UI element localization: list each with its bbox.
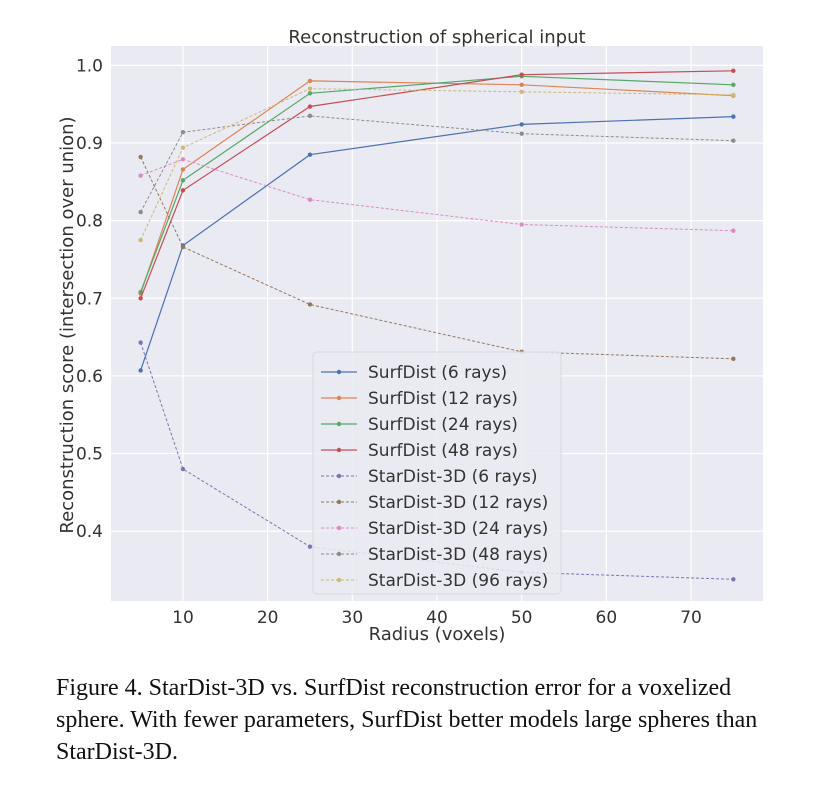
x-tick-label: 50 [511,608,533,628]
y-tick-label: 0.8 [76,212,103,232]
data-point [307,78,313,84]
legend-item: StarDist-3D (12 rays) [321,493,548,513]
data-point [307,91,313,96]
data-point [307,152,313,157]
series-stardist-3d-96-rays [138,86,736,243]
data-point [138,173,143,178]
legend-label: StarDist-3D (24 rays) [368,519,548,539]
legend-item: StarDist-3D (6 rays) [321,467,537,487]
legend-label: StarDist-3D (48 rays) [368,545,548,565]
legend-marker [336,447,342,453]
legend-marker [336,499,342,505]
legend-marker [336,395,342,401]
series-line [140,158,734,232]
y-tick-label: 0.7 [76,289,103,309]
y-tick-label: 0.9 [76,134,103,154]
data-point [731,114,736,119]
data-point [138,340,143,345]
data-point [519,122,524,127]
data-point [731,577,736,582]
x-tick-label: 60 [596,608,618,628]
legend-label: StarDist-3D (96 rays) [368,571,548,591]
data-point [731,92,736,98]
data-point [307,104,313,109]
legend-item: StarDist-3D (24 rays) [321,519,548,539]
legend-label: StarDist-3D (12 rays) [368,493,548,513]
x-axis-label: Radius (voxels) [369,624,506,645]
data-point [307,86,313,91]
x-tick-label: 70 [680,608,702,628]
y-tick-label: 0.4 [76,522,103,542]
series-stardist-3d-48-rays [138,113,736,215]
data-point [180,157,186,162]
data-point [731,82,736,88]
series-stardist-3d-12-rays [138,154,736,362]
legend-label: SurfDist (48 rays) [368,441,518,461]
data-point [180,244,186,250]
legend-marker [336,525,342,531]
x-tick-label: 40 [426,608,448,628]
line-chart: 10 20 30 40 50 60 70 0.4 0.5 0.6 0.7 0.8 0.9 1.0 Sur… [57,27,763,645]
data-point [180,167,186,172]
legend: SurfDist (6 rays) SurfDist (12 rays) SurfD… [312,351,562,595]
data-point [519,131,524,136]
data-point [138,237,143,243]
legend-item: SurfDist (6 rays) [321,363,507,383]
data-point [138,209,143,215]
data-point [519,89,524,94]
data-point [138,368,143,373]
y-tick-labels: 0.4 0.5 0.6 0.7 0.8 0.9 1.0 [76,56,103,542]
series-line [140,115,734,213]
data-point [307,113,313,119]
data-point [519,82,524,88]
data-point [731,68,736,74]
data-point [180,129,186,135]
legend-label: SurfDist (6 rays) [368,363,507,383]
x-tick-label: 20 [257,608,279,628]
legend-marker [336,473,342,479]
data-point [138,289,143,295]
legend-marker [336,369,342,375]
y-tick-label: 0.6 [76,367,103,387]
data-point [180,145,186,150]
legend-item: SurfDist (48 rays) [321,441,518,461]
data-point [138,296,143,301]
y-tick-label: 0.5 [76,445,103,465]
series-stardist-3d-24-rays [138,157,736,233]
series-layer [138,68,736,582]
data-point [307,197,313,202]
data-point [731,228,736,233]
y-tick-label: 1.0 [76,56,103,76]
x-tick-labels: 10 20 30 40 50 60 70 [172,608,702,628]
data-point [138,154,143,160]
legend-label: SurfDist (24 rays) [368,415,518,435]
legend-box [312,351,562,595]
data-point [307,544,313,549]
data-point [180,466,186,472]
series-line [140,156,734,360]
data-point [519,222,524,227]
legend-item: SurfDist (24 rays) [321,415,518,435]
legend-item: SurfDist (12 rays) [321,389,518,409]
legend-marker [336,421,342,427]
figure-caption: Figure 4. StarDist-3D vs. SurfDist recon… [56,675,758,765]
data-point [180,178,186,183]
data-point [519,72,524,77]
series-surfdist-48-rays [138,68,736,301]
data-point [731,356,736,362]
legend-marker [336,551,342,557]
legend-item: StarDist-3D (96 rays) [321,571,548,591]
data-point [307,302,313,307]
chart-title: Reconstruction of spherical input [288,27,585,48]
x-tick-label: 30 [342,608,364,628]
x-tick-label: 10 [172,608,194,628]
legend-marker [336,577,342,583]
data-point [731,138,736,143]
legend-label: StarDist-3D (6 rays) [368,467,537,487]
y-axis-label: Reconstruction score (intersection over … [57,116,78,533]
legend-item: StarDist-3D (48 rays) [321,545,548,565]
legend-label: SurfDist (12 rays) [368,389,518,409]
data-point [180,188,186,193]
